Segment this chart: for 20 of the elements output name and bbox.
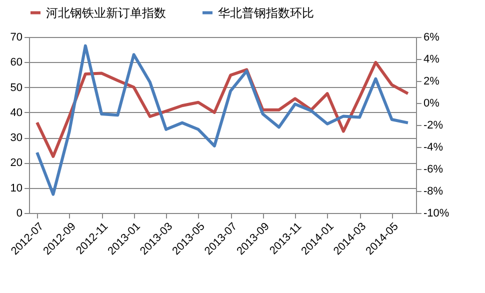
y2-tick-label: 6% [424, 32, 440, 44]
y2-tick-label: -4% [424, 142, 444, 154]
y-tick-label: 50 [10, 82, 22, 94]
y-tick-label: 30 [10, 132, 22, 144]
y-tick-label: 40 [10, 106, 22, 119]
legend-label: 华北普钢指数环比 [218, 6, 314, 20]
y-tick-label: 10 [10, 182, 22, 194]
legend-label: 河北钢铁业新订单指数 [46, 6, 166, 20]
y2-tick-label: 4% [424, 54, 440, 66]
y-tick-label: 60 [10, 56, 22, 69]
line-series [36, 44, 410, 196]
y2-tick-label: -8% [424, 186, 444, 198]
y2-tick-label: -10% [424, 208, 450, 220]
y2-tick-label: -2% [424, 120, 444, 132]
y-tick-label: 0 [16, 208, 22, 220]
y2-tick-label: 0% [424, 98, 440, 110]
y-tick-label: 20 [10, 157, 22, 170]
y2-tick-label: 2% [424, 76, 440, 88]
y2-tick-label: -6% [424, 164, 444, 176]
y-tick-label: 70 [10, 32, 22, 44]
